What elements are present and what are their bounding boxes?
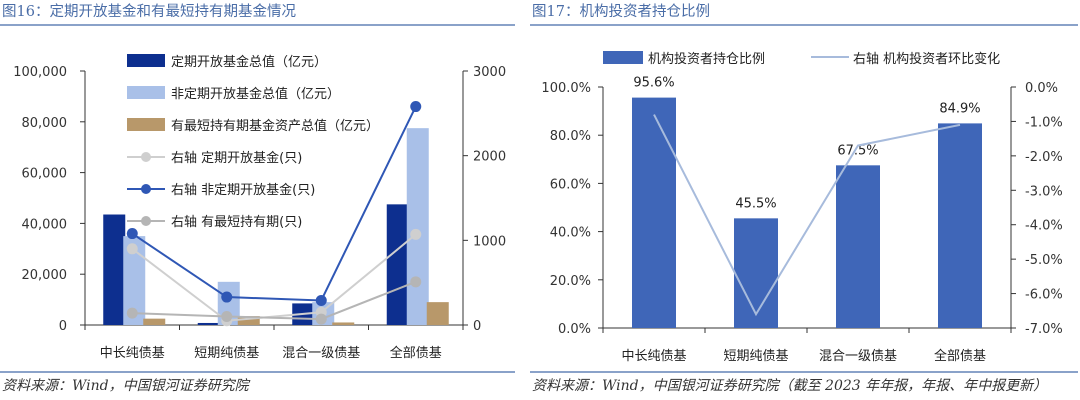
- bar-holding-ratio: [836, 165, 880, 328]
- bar-data-label: 45.5%: [735, 196, 776, 211]
- legend-swatch: [127, 118, 165, 131]
- left-tick-label: 100,000: [13, 65, 67, 80]
- right-tick-label: -4.0%: [1025, 219, 1063, 234]
- figure-16-top-rule: [0, 24, 515, 26]
- bar-1: [386, 204, 409, 325]
- bar-2: [123, 236, 146, 325]
- category-label: 短期纯债基: [723, 349, 788, 364]
- right-tick-label: 0.0%: [1025, 81, 1058, 96]
- left-tick-label: 40.0%: [550, 226, 591, 241]
- line-series-2: [131, 106, 417, 302]
- line-point: [410, 228, 422, 240]
- right-tick-label: -6.0%: [1025, 288, 1063, 303]
- category-label: 全部债基: [934, 348, 986, 364]
- left-tick-label: 0.0%: [558, 322, 591, 337]
- legend-label: 机构投资者持仓比例: [648, 51, 765, 67]
- legend-label: 右轴 非定期开放基金(只): [171, 182, 315, 198]
- left-tick-label: 80,000: [22, 116, 68, 131]
- bar-2: [406, 128, 429, 325]
- line-point: [126, 307, 138, 319]
- legend-swatch: [127, 86, 165, 99]
- line-point: [126, 243, 138, 255]
- category-label: 混合一级债基: [819, 349, 897, 364]
- category-label: 全部债基: [390, 345, 442, 361]
- bar-3: [426, 302, 449, 325]
- bar-holding-ratio: [734, 218, 778, 328]
- left-tick-label: 80.0%: [550, 129, 591, 144]
- bar-data-label: 95.6%: [633, 76, 674, 91]
- right-tick-label: 1000: [473, 234, 506, 249]
- legend-label: 右轴 定期开放基金(只): [171, 150, 302, 166]
- line-point: [221, 291, 233, 303]
- right-tick-label: -5.0%: [1025, 253, 1063, 268]
- figure-16-panel: 图16：定期开放基金和有最短持有期基金情况 0 20,000 40,000 60,00…: [0, 0, 515, 400]
- bar-3: [237, 316, 260, 325]
- bar-data-label: 84.9%: [939, 101, 980, 116]
- line-point: [315, 313, 327, 325]
- legend-swatch: [127, 54, 165, 67]
- right-tick-label: 2000: [473, 150, 506, 165]
- figure-16-source: 资料来源：Wind，中国银河证券研究院: [2, 378, 249, 394]
- left-tick-label: 20,000: [22, 268, 68, 283]
- figure-17-chart: 0.0% 20.0% 40.0% 60.0% 80.0% 100.0% -7.0% -6.0%…: [541, 51, 1063, 364]
- bar-holding-ratio: [632, 97, 676, 328]
- line-series-1: [131, 233, 417, 322]
- bar-3: [332, 322, 355, 325]
- legend-label: 有最短持有期基金资产总值（亿元）: [171, 118, 379, 134]
- legend-marker: [141, 184, 151, 194]
- line-point: [126, 228, 138, 240]
- right-tick-label: -3.0%: [1025, 184, 1063, 199]
- figure-17-title: 图17：机构投资者持仓比例: [532, 4, 710, 20]
- line-point: [410, 101, 422, 113]
- line-point: [410, 276, 422, 288]
- bar-data-label: 67.5%: [837, 143, 878, 158]
- right-tick-label: 0: [473, 319, 481, 334]
- right-tick-label: -7.0%: [1025, 322, 1063, 337]
- left-tick-label: 40,000: [22, 217, 68, 232]
- figure-17-top-rule: [530, 24, 1078, 26]
- bar-holding-ratio: [938, 123, 982, 329]
- legend-label: 非定期开放基金总值（亿元）: [171, 86, 340, 102]
- right-tick-label: -2.0%: [1025, 150, 1063, 165]
- category-label: 中长纯债基: [621, 349, 686, 364]
- figure-17-panel: 图17：机构投资者持仓比例 0.0% 20.0% 40.0% 60.0% 80.0% 10…: [530, 0, 1078, 400]
- category-label: 混合一级债基: [282, 346, 360, 361]
- left-tick-label: 60,000: [22, 167, 68, 182]
- bar-3: [143, 318, 166, 325]
- figure-16-title: 图16：定期开放基金和有最短持有期基金情况: [2, 4, 296, 20]
- line-point: [221, 311, 233, 323]
- figure-16-bottom-rule: [0, 371, 515, 373]
- line-qoq-change: [653, 114, 961, 317]
- left-tick-label: 60.0%: [550, 177, 591, 192]
- legend-label: 右轴 机构投资者环比变化: [853, 51, 1000, 67]
- legend-label: 右轴 有最短持有期(只): [171, 215, 302, 230]
- right-tick-label: -1.0%: [1025, 115, 1063, 130]
- legend-swatch: [603, 51, 643, 64]
- left-tick-label: 0: [59, 319, 67, 334]
- bar-1: [103, 214, 126, 325]
- legend-marker: [141, 152, 151, 162]
- line-series-3: [132, 280, 417, 321]
- left-tick-label: 100.0%: [541, 81, 591, 96]
- figure-16-chart: 0 20,000 40,000 60,000 80,000 100,000 0 1000 200…: [13, 54, 506, 361]
- legend-label: 定期开放基金总值（亿元）: [171, 54, 327, 70]
- figure-17-bottom-rule: [530, 371, 1078, 373]
- legend-marker: [141, 216, 151, 226]
- line-point: [315, 294, 327, 306]
- right-tick-label: 3000: [473, 65, 506, 80]
- category-label: 短期纯债基: [194, 346, 259, 361]
- left-tick-label: 20.0%: [550, 274, 591, 289]
- bar-1: [197, 322, 220, 325]
- category-label: 中长纯债基: [100, 346, 165, 361]
- figure-17-source: 资料来源：Wind，中国银河证券研究院（截至 2023 年年报，年报、年中报更新…: [532, 378, 1048, 394]
